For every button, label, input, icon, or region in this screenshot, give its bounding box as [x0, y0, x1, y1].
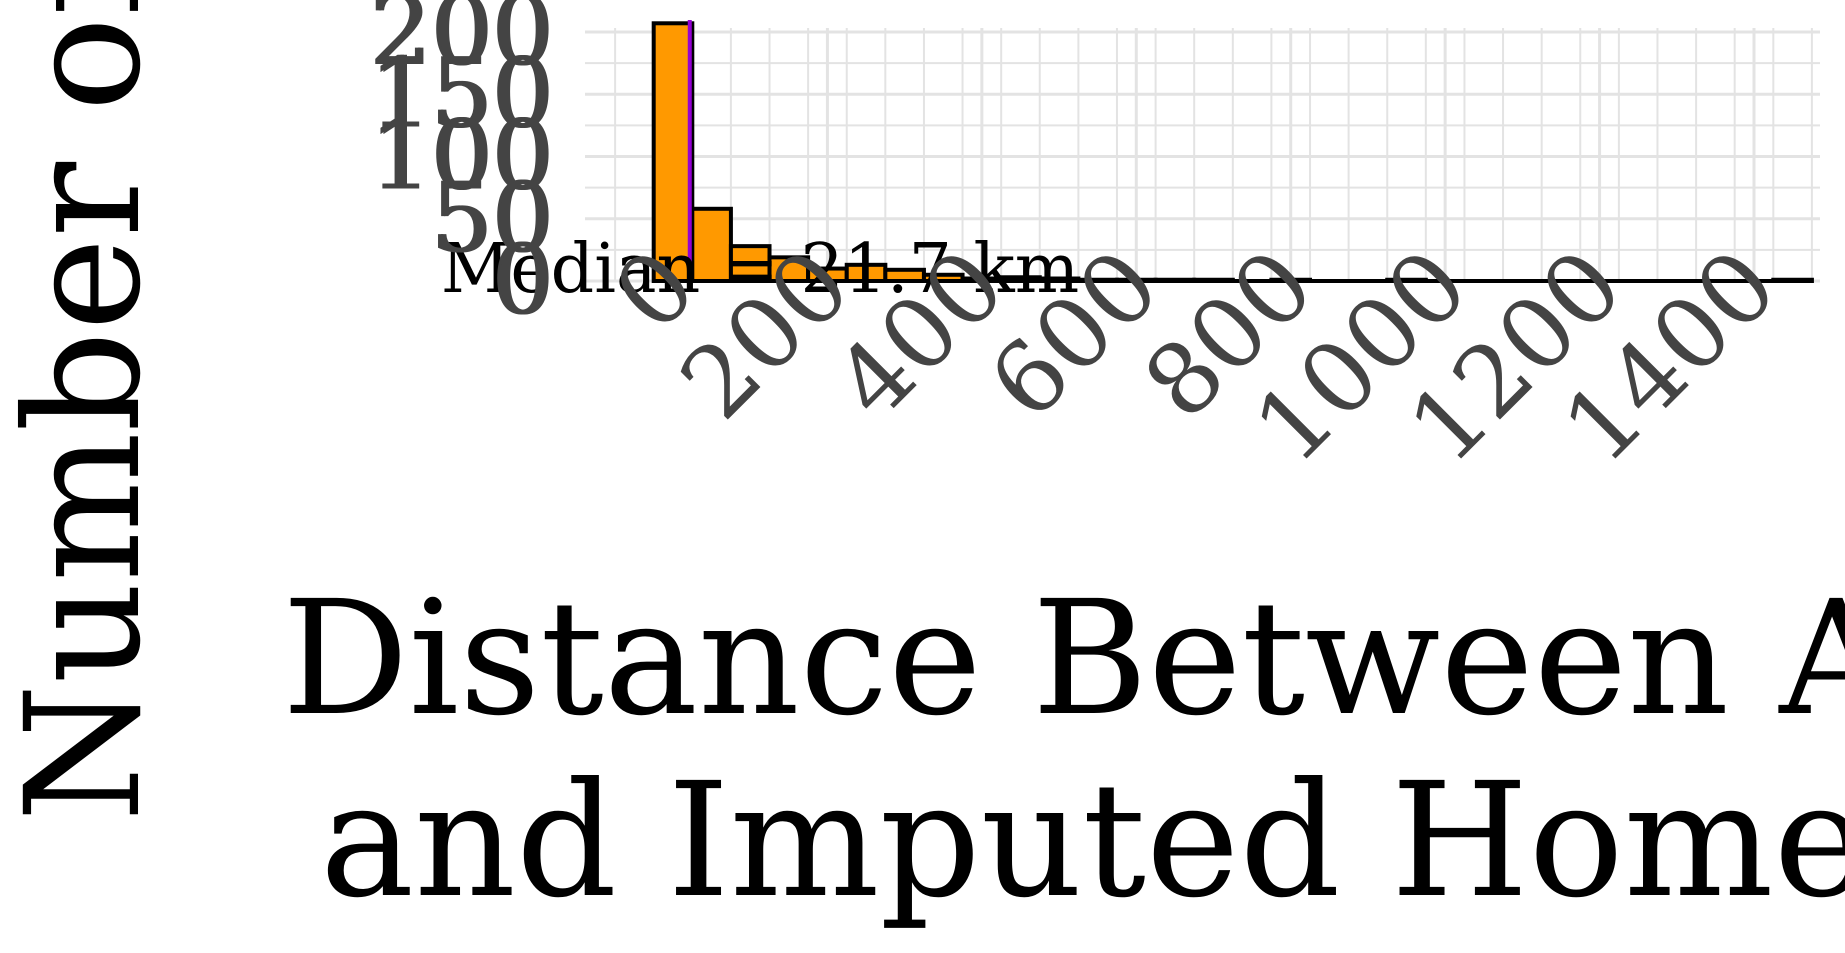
histogram-bar: [651, 21, 695, 283]
y-tick-label: 50: [433, 162, 555, 274]
y-tick-label: 100: [369, 100, 552, 212]
y-tick-label: 50: [430, 162, 552, 274]
y-tick-label: 150: [372, 37, 555, 149]
x-axis-title-line-1: Distance Between Act: [282, 567, 1845, 751]
y-tick-label: 150: [369, 37, 552, 149]
y-tick-label: 0: [491, 224, 552, 336]
x-axis-title-line-2: and Imputed Home (: [320, 749, 1845, 933]
y-tick-label: 200: [369, 0, 552, 87]
overlay-layer: [653, 20, 1812, 283]
y-tick-label: 100: [372, 100, 555, 212]
y-axis-title: Number of: [0, 0, 176, 822]
median-annotation: Median = 21.7 km: [441, 230, 1079, 309]
y-tick-label: 200: [372, 0, 555, 87]
y-tick-label: 0: [494, 224, 555, 336]
